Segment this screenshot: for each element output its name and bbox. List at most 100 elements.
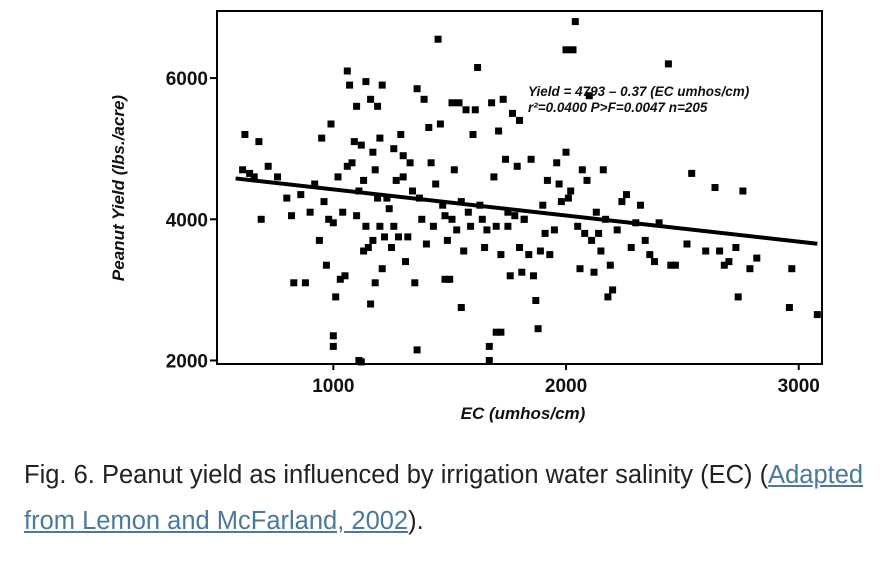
data-point (495, 127, 503, 135)
data-point (390, 145, 398, 153)
data-point (567, 187, 575, 195)
data-point (474, 64, 482, 71)
data-point (555, 180, 563, 188)
data-point (485, 357, 493, 364)
data-point (627, 244, 635, 251)
data-point (250, 173, 258, 181)
data-point (534, 325, 542, 333)
data-point (374, 102, 382, 110)
data-point (239, 166, 247, 174)
data-point (530, 272, 537, 280)
data-point (485, 342, 493, 350)
data-point (378, 81, 386, 89)
data-point (618, 198, 626, 206)
data-point (813, 311, 821, 319)
x-axis-title: EC (umhos/cm) (461, 404, 586, 423)
data-point (411, 279, 419, 287)
data-point (402, 258, 409, 266)
data-point (637, 201, 644, 209)
data-point (448, 99, 456, 107)
data-point (441, 275, 449, 283)
data-point (671, 261, 679, 269)
data-point (513, 162, 521, 170)
data-point (413, 346, 421, 354)
data-point (327, 120, 335, 128)
data-point (367, 300, 375, 308)
data-point (311, 180, 319, 188)
data-point (422, 240, 430, 248)
data-point (562, 46, 570, 54)
data-point (592, 208, 600, 216)
data-point (362, 78, 370, 86)
data-point (383, 194, 391, 202)
data-point (504, 222, 512, 230)
data-point (469, 131, 477, 138)
data-point (436, 120, 444, 128)
data-point (488, 99, 496, 107)
data-point (739, 187, 747, 195)
data-point (392, 176, 400, 184)
data-point (546, 251, 554, 259)
y-axis-title: Peanut Yield (lbs./acre) (109, 95, 128, 281)
x-axis-ticks: 1000 2000 3000 (312, 364, 820, 397)
data-point (595, 229, 603, 237)
data-point (599, 166, 607, 174)
data-point (585, 92, 593, 100)
data-point (399, 152, 407, 160)
data-point (497, 251, 505, 259)
data-point (439, 201, 447, 209)
data-point (329, 219, 337, 227)
data-point (609, 286, 617, 294)
data-point (541, 229, 549, 237)
data-point (441, 212, 449, 220)
data-point (362, 222, 370, 230)
data-point (550, 226, 558, 234)
data-point (357, 141, 365, 149)
data-point (457, 304, 465, 311)
data-point (388, 244, 395, 251)
data-point (418, 215, 426, 223)
data-point (274, 173, 281, 181)
data-point (725, 258, 733, 266)
data-point (360, 247, 368, 255)
data-point (509, 109, 516, 117)
data-point (283, 194, 291, 202)
data-point (288, 212, 295, 220)
data-point (664, 60, 672, 68)
data-point (434, 35, 442, 43)
data-point (429, 222, 437, 230)
data-point (339, 208, 347, 216)
data-point (257, 215, 265, 223)
data-point (320, 198, 328, 206)
data-point (350, 138, 358, 146)
data-point (492, 328, 500, 336)
data-point (518, 268, 526, 276)
x-tick-label: 1000 (312, 376, 354, 397)
data-point (329, 332, 337, 340)
data-point (753, 254, 761, 262)
data-point (353, 212, 361, 220)
data-point (399, 173, 407, 181)
data-point (716, 247, 724, 255)
y-tick-label: 6000 (166, 69, 208, 90)
data-point (381, 233, 388, 241)
data-point (448, 215, 456, 223)
data-point (623, 191, 630, 199)
data-point (688, 169, 696, 177)
figure-caption: Fig. 6. Peanut yield as influenced by ir… (24, 452, 874, 544)
data-point (315, 236, 323, 244)
data-point (390, 222, 398, 230)
data-point (604, 293, 612, 301)
caption-source-link[interactable]: Adapted from Lemon and McFarland, 2002 (24, 461, 864, 535)
data-point (502, 155, 509, 163)
data-point (720, 261, 728, 269)
data-point (571, 18, 579, 26)
data-point (369, 148, 377, 156)
data-point (455, 99, 463, 107)
data-point (264, 162, 272, 170)
data-point (569, 46, 577, 54)
data-point (364, 244, 372, 251)
data-points (239, 18, 821, 366)
data-point (525, 251, 533, 259)
data-point (667, 261, 675, 269)
